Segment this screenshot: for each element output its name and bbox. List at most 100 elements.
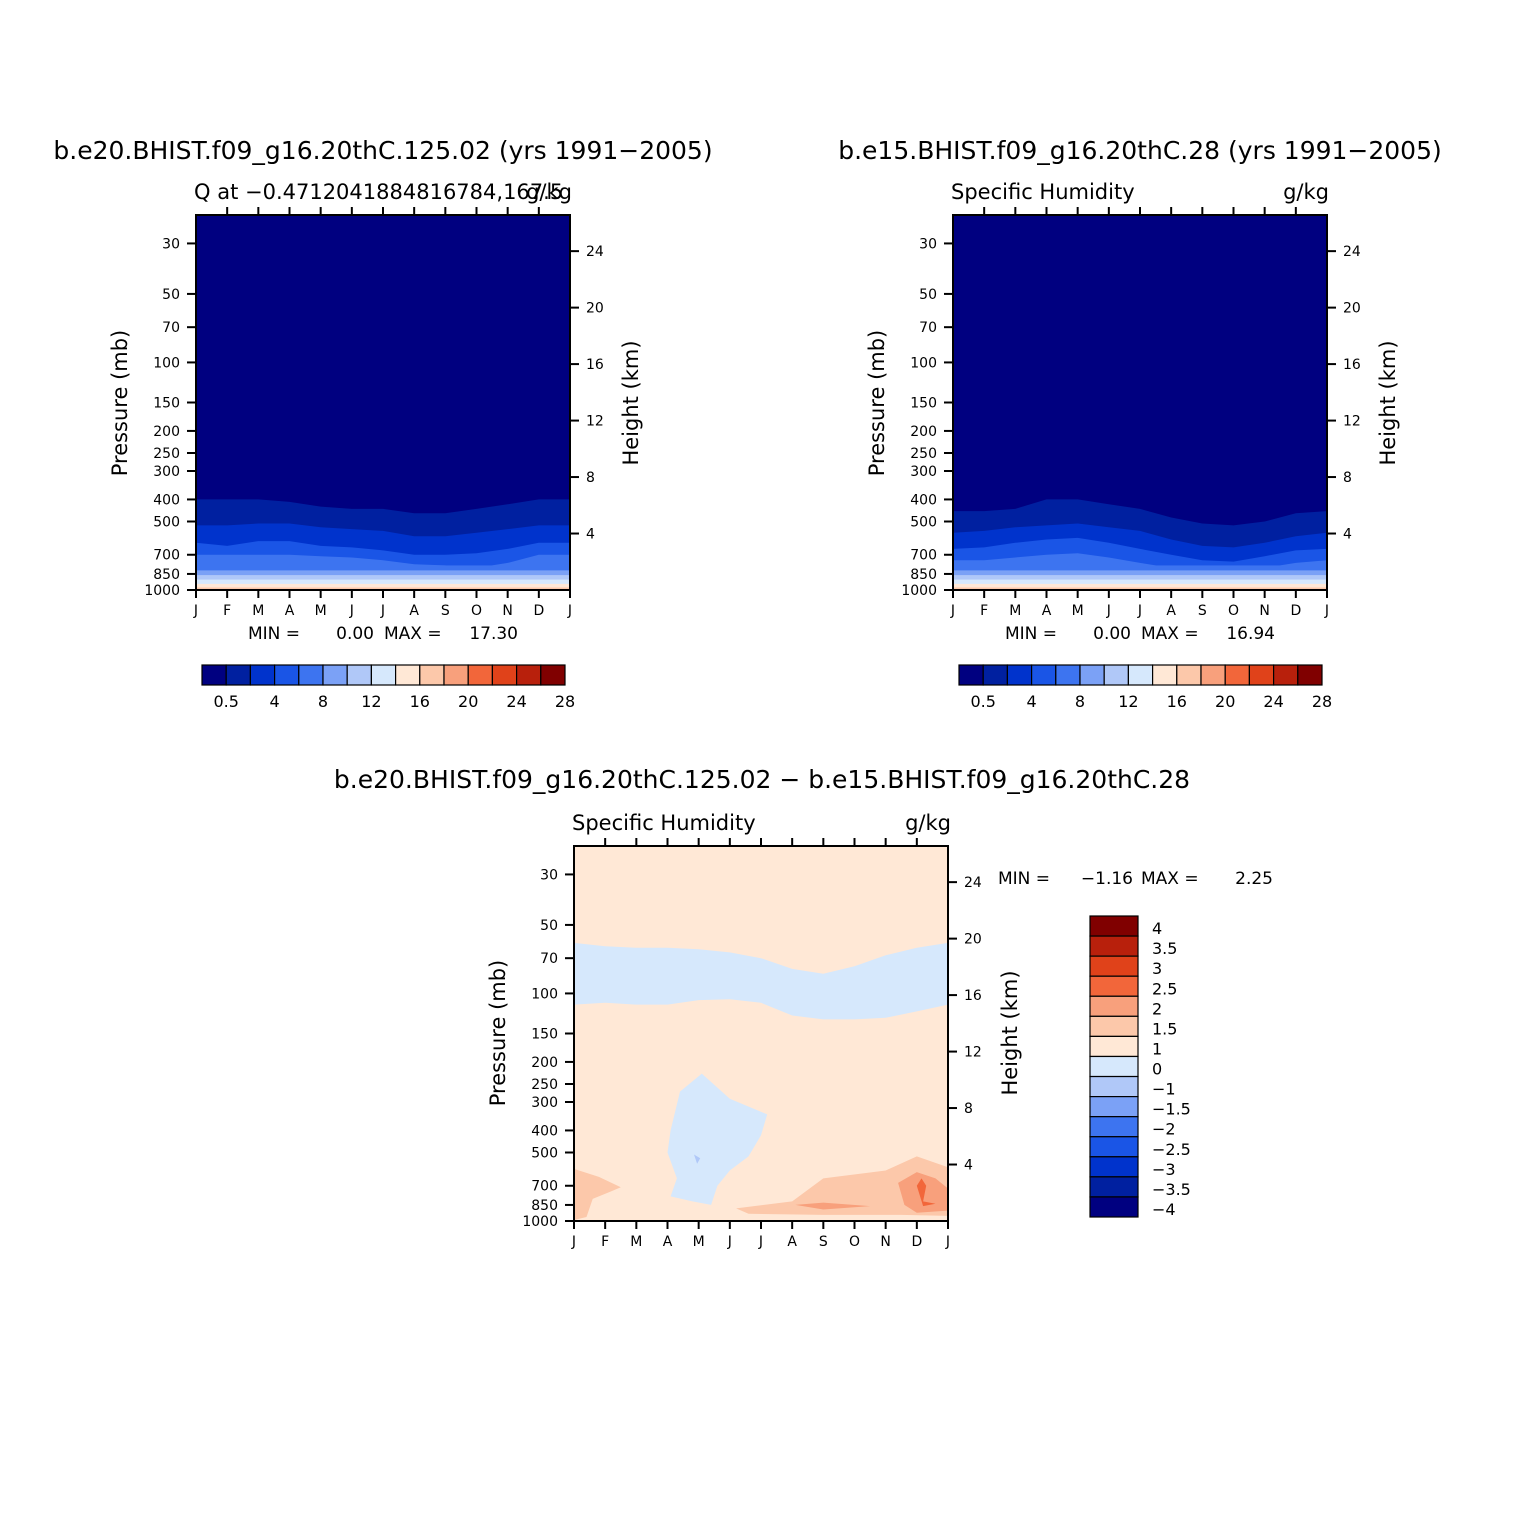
- panel-diff-units-label: g/kg: [905, 811, 951, 835]
- colorbar-box: [1089, 975, 1139, 997]
- pressure-tick-label: 300: [153, 464, 180, 480]
- month-tick-label: J: [945, 1234, 950, 1250]
- pressure-tick-label: 500: [531, 1145, 558, 1161]
- pressure-tick-label: 30: [540, 867, 558, 883]
- colorbar-box: [443, 664, 469, 686]
- colorbar-box: [540, 664, 566, 686]
- diff-fill-positive: [574, 846, 948, 1221]
- colorbar-box: [515, 664, 542, 686]
- colorbar-box: [322, 664, 348, 686]
- colorbar-box: [419, 664, 445, 686]
- colorbar-label: 24: [1263, 692, 1283, 711]
- panel-a-left-label: Q at −0.4712041884816784,167.5: [194, 180, 563, 204]
- pressure-tick-label: 250: [153, 446, 180, 462]
- colorbar-box: [491, 664, 518, 686]
- pressure-tick-label: 50: [540, 918, 558, 934]
- panel-a-title: b.e20.BHIST.f09_g16.20thC.125.02 (yrs 19…: [53, 136, 712, 165]
- month-tick-label: A: [285, 603, 295, 619]
- month-tick-label: A: [1042, 603, 1052, 619]
- colorbar-label: 12: [1118, 692, 1138, 711]
- pressure-tick-label: 100: [153, 355, 180, 371]
- height-tick-label: 24: [964, 875, 982, 891]
- colorbar-box: [249, 664, 276, 686]
- pressure-tick-label: 150: [153, 396, 180, 412]
- colorbar-label: 24: [506, 692, 526, 711]
- colorbar-box: [1200, 664, 1226, 686]
- colorbar-label: 20: [1215, 692, 1235, 711]
- colorbar-box: [467, 664, 494, 686]
- surface-band: [953, 583, 1327, 590]
- colorbar-box: [1089, 1136, 1139, 1158]
- pressure-tick-label: 850: [910, 567, 937, 583]
- month-tick-label: N: [1259, 603, 1269, 619]
- panel-b-plot: J F M A M J J A S O N D J 30 50 70 100 150 200 250 300 400 500…: [901, 207, 1361, 619]
- pressure-tick-label: 150: [910, 396, 937, 412]
- height-tick-label: 4: [964, 1158, 973, 1174]
- panel-b-ylabel: Pressure (mb): [865, 330, 889, 477]
- height-tick-label: 4: [1343, 527, 1352, 543]
- month-tick-label: S: [441, 603, 450, 619]
- colorbar-label: −1.5: [1152, 1100, 1191, 1119]
- colorbar-box: [1089, 1035, 1139, 1058]
- colorbar-box: [298, 664, 324, 686]
- pressure-tick-label: 200: [531, 1055, 558, 1071]
- colorbar-box: [1297, 664, 1323, 686]
- month-tick-label: M: [1072, 603, 1084, 619]
- month-tick-label: J: [950, 603, 955, 619]
- month-tick-label: F: [223, 603, 231, 619]
- pressure-tick-label: 1000: [901, 583, 937, 599]
- colorbar-label: 4: [1152, 919, 1162, 938]
- colorbar-box: [1006, 664, 1033, 686]
- pressure-tick-label: 700: [531, 1179, 558, 1195]
- month-tick-label: M: [1009, 603, 1021, 619]
- colorbar-label: 3.5: [1152, 939, 1177, 958]
- colorbar-box: [201, 664, 227, 686]
- month-tick-label: S: [819, 1234, 828, 1250]
- panel-diff-title: b.e20.BHIST.f09_g16.20thC.125.02 − b.e15…: [334, 765, 1190, 794]
- pressure-tick-label: 1000: [522, 1214, 558, 1230]
- panel-b-min-label: MIN =: [1005, 624, 1057, 644]
- pressure-tick-label: 200: [153, 424, 180, 440]
- panel-diff-max-value: 2.25: [1235, 869, 1273, 889]
- panel-diff-left-label: Specific Humidity: [572, 811, 756, 835]
- panel-a-ylabel: Pressure (mb): [108, 330, 132, 477]
- colorbar-box: [1127, 664, 1154, 686]
- month-tick-label: M: [693, 1234, 705, 1250]
- panel-b-max-label: MAX =: [1141, 624, 1199, 644]
- colorbar-label: 3: [1152, 959, 1162, 978]
- panel-difference: b.e20.BHIST.f09_g16.20thC.125.02 − b.e15…: [334, 765, 1273, 1250]
- colorbar-box: [1089, 915, 1139, 937]
- colorbar-box: [1089, 955, 1139, 977]
- month-tick-label: M: [630, 1234, 642, 1250]
- diff-fill-negative-band: [574, 942, 948, 1020]
- colorbar-label: 4: [270, 692, 280, 711]
- pressure-tick-label: 700: [910, 548, 937, 564]
- month-tick-label: N: [502, 603, 512, 619]
- colorbar-label: 16: [1167, 692, 1187, 711]
- colorbar-label: 16: [410, 692, 430, 711]
- month-tick-label: A: [1166, 603, 1176, 619]
- colorbar-box: [958, 664, 984, 686]
- month-tick-label: A: [787, 1234, 797, 1250]
- colorbar-box: [225, 664, 251, 686]
- pressure-tick-label: 250: [531, 1077, 558, 1093]
- pressure-tick-label: 500: [910, 514, 937, 530]
- colorbar-box: [1089, 1015, 1139, 1037]
- colorbar-box: [1089, 1055, 1139, 1078]
- height-tick-label: 16: [1343, 357, 1361, 373]
- month-tick-label: O: [1228, 603, 1239, 619]
- colorbar-box: [1089, 1116, 1139, 1138]
- panel-diff-y2label: Height (km): [998, 970, 1022, 1095]
- panel-b-colorbar: 0.5 4 8 12 16 20 24 28: [958, 664, 1332, 711]
- colorbar-box: [1030, 664, 1057, 686]
- colorbar-label: 1.5: [1152, 1019, 1177, 1038]
- pressure-tick-label: 100: [531, 986, 558, 1002]
- colorbar-label: 1: [1152, 1039, 1162, 1058]
- pressure-tick-label: 30: [919, 236, 937, 252]
- pressure-tick-label: 70: [919, 320, 937, 336]
- height-tick-label: 8: [586, 470, 595, 486]
- pressure-tick-label: 150: [531, 1027, 558, 1043]
- month-tick-label: A: [663, 1234, 673, 1250]
- month-tick-label: F: [980, 603, 988, 619]
